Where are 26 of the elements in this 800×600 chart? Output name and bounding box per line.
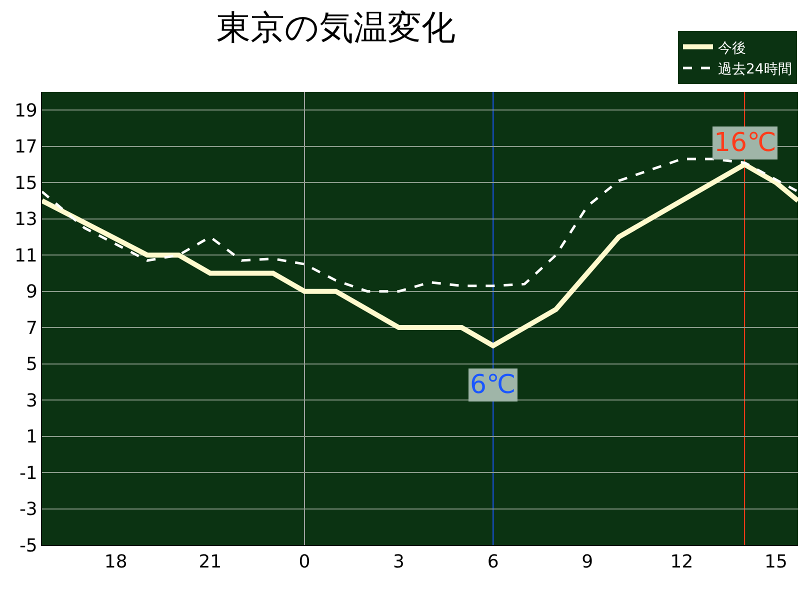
legend-label: 過去24時間 [718, 61, 792, 78]
y-tick-label: 15 [14, 172, 38, 194]
y-tick-label: 3 [26, 390, 38, 412]
y-tick-label: 19 [14, 100, 38, 122]
chart-title: 東京の気温変化 [216, 8, 456, 48]
x-tick-label: 6 [487, 552, 499, 573]
y-tick-label: 9 [26, 282, 38, 303]
y-tick-label: -3 [19, 499, 38, 520]
x-tick-label: 0 [298, 552, 310, 573]
y-tick-label: -1 [19, 462, 38, 484]
x-tick-label: 9 [582, 552, 594, 573]
y-tick-label: 5 [26, 354, 38, 376]
annotation: 6℃ [470, 370, 516, 400]
y-tick-label: 13 [14, 209, 38, 230]
y-tick-label: 11 [14, 245, 38, 266]
x-tick-label: 15 [764, 552, 788, 573]
y-tick-label: 17 [14, 136, 38, 158]
x-tick-label: 18 [104, 552, 128, 573]
x-tick-label: 12 [670, 552, 694, 573]
x-tick-label: 3 [393, 552, 405, 573]
y-tick-label: 1 [26, 426, 38, 448]
legend-label: 今後 [718, 40, 746, 56]
annotation: 16℃ [714, 128, 776, 158]
x-tick-label: 21 [198, 552, 222, 573]
y-tick-label: 7 [26, 318, 38, 339]
y-tick-label: -5 [19, 535, 38, 556]
